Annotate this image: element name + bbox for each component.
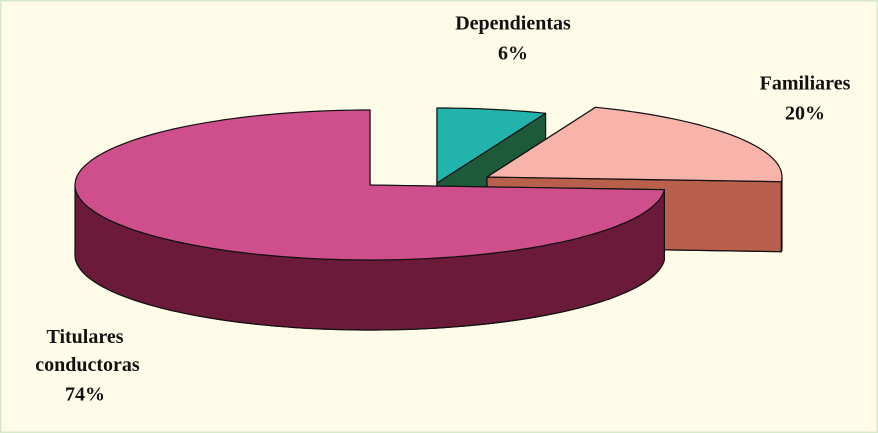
slice-value-label: 20% [785,103,825,125]
slice-label: Dependientas [455,13,571,35]
slice-value-label: 74% [65,384,105,406]
slice-label: Familiares [760,73,851,95]
slice-value-label: 6% [498,43,528,65]
slice-side [780,176,783,253]
slice-top [436,107,547,184]
slice-top [74,109,665,261]
slice [74,109,665,331]
slice-top [486,106,783,183]
slice-label: Titulares conductoras [30,326,140,376]
